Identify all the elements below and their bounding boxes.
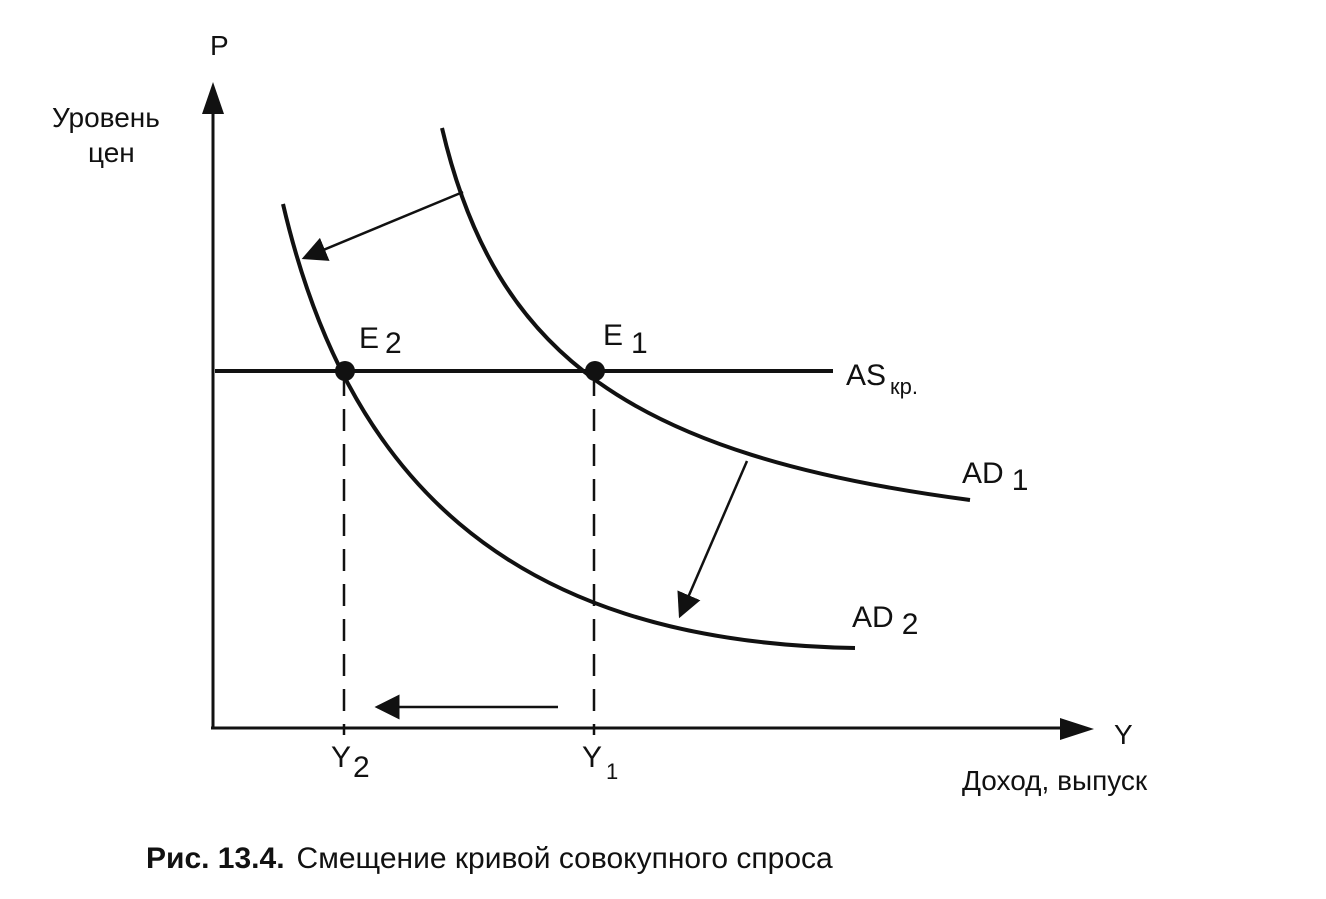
y-axis-symbol: P: [210, 30, 229, 61]
x-axis-arrowhead: [1060, 718, 1094, 740]
y-axis-name-line1: Уровень: [52, 102, 160, 133]
point-e1: [585, 361, 605, 381]
shift-arrow-lower: [677, 460, 749, 619]
ad1-label: AD 1: [962, 457, 1028, 497]
y-axis-name-line2: цен: [88, 137, 135, 168]
shift-arrow-upper: [301, 190, 464, 261]
ad1-curve: [440, 127, 971, 502]
x-axis-symbol: Y: [1114, 719, 1133, 750]
y-axis-arrowhead: [202, 82, 224, 114]
caption-number: Рис. 13.4.: [146, 842, 285, 875]
point-e2: [335, 361, 355, 381]
y2-tick-label: Y2: [331, 741, 370, 784]
caption-text: Смещение кривой совокупного спроса: [297, 842, 833, 875]
ad2-curve: [281, 203, 856, 650]
figure-caption: Рис. 13.4. Смещение кривой совокупного сп…: [146, 842, 833, 875]
as-label: AS кр.: [846, 359, 918, 399]
x-axis-name: Доход, выпуск: [962, 765, 1148, 796]
ad2-label: AD 2: [852, 601, 918, 641]
